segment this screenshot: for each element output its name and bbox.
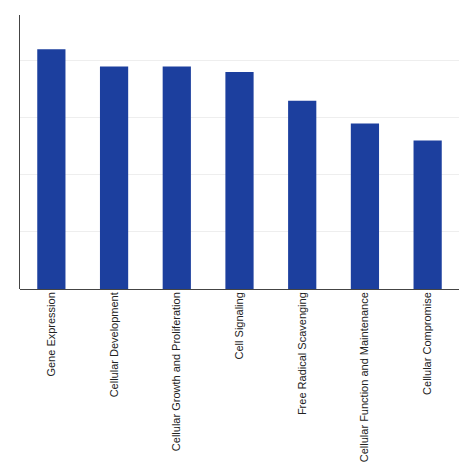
svg-text:Cellular Compromise: Cellular Compromise	[421, 292, 433, 395]
svg-text:Cell Signaling: Cell Signaling	[233, 292, 245, 359]
svg-text:Cellular Function and Maintena: Cellular Function and Maintenance	[359, 292, 371, 462]
svg-text:Cellular Growth and Proliferat: Cellular Growth and Proliferation	[170, 292, 182, 451]
svg-text:Gene Expression: Gene Expression	[45, 292, 57, 376]
svg-text:Cellular Development: Cellular Development	[108, 292, 120, 397]
svg-text:Free Radical Scavenging: Free Radical Scavenging	[296, 292, 308, 415]
